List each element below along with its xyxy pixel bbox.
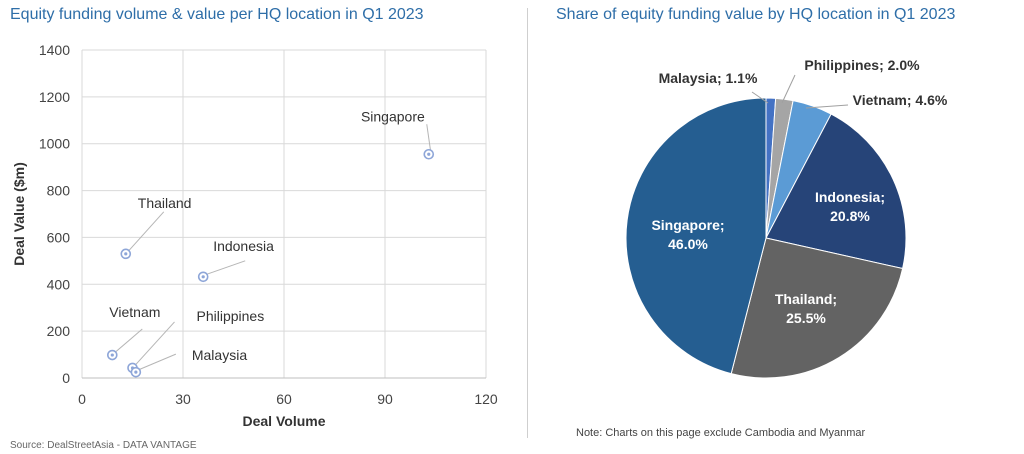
point-label: Thailand [138, 195, 192, 211]
point-leader-line [134, 321, 175, 367]
data-point-center [134, 370, 138, 374]
point-leader-line [127, 211, 165, 253]
y-axis-label: Deal Value ($m) [11, 162, 27, 266]
x-tick-label: 0 [78, 391, 86, 407]
y-tick-label: 200 [47, 323, 71, 339]
scatter-chart-title: Equity funding volume & value per HQ loc… [10, 6, 424, 23]
point-leader-line [113, 328, 143, 354]
source-note: Source: DealStreetAsia - DATA VANTAGE [10, 440, 197, 451]
pie-label: Indonesia; [815, 189, 885, 205]
data-point-center [427, 152, 431, 156]
pie-value-label: 20.8% [830, 208, 870, 224]
pie-slice-singapore [625, 97, 767, 375]
y-tick-label: 1000 [39, 136, 70, 152]
point-label: Indonesia [213, 238, 274, 254]
pie-slice-thailand [730, 237, 904, 379]
pie-leader-line [751, 91, 769, 104]
pie-leader-line [805, 104, 849, 109]
y-tick-label: 800 [47, 183, 71, 199]
y-tick-label: 1200 [39, 89, 70, 105]
pie-label: Vietnam; 4.6% [853, 92, 948, 108]
x-tick-label: 90 [377, 391, 393, 407]
panel-divider [527, 8, 528, 438]
pie-leader-line [781, 74, 796, 104]
y-tick-label: 600 [47, 229, 71, 245]
point-leader-line [137, 353, 177, 371]
point-label: Malaysia [192, 347, 247, 363]
pie-chart-title: Share of equity funding value by HQ loca… [556, 6, 956, 23]
scatter-chart: 0 30 60 90 1200200400600800100012001400Deal … [11, 42, 498, 429]
point-label: Singapore [361, 108, 425, 124]
pie-label: Malaysia; 1.1% [659, 70, 758, 86]
pie-slice-indonesia [765, 113, 907, 270]
pie-value-label: 25.5% [786, 310, 826, 326]
y-tick-label: 0 [62, 370, 70, 386]
y-tick-label: 1400 [39, 42, 70, 58]
exclusion-note: Note: Charts on this page exclude Cambod… [576, 427, 866, 439]
x-axis-label: Deal Volume [243, 413, 326, 429]
data-point-center [124, 252, 128, 256]
pie-label: Singapore; [651, 217, 724, 233]
data-point-center [110, 353, 114, 357]
x-tick-label: 30 [175, 391, 191, 407]
point-label: Vietnam [109, 304, 160, 320]
pie-value-label: 46.0% [668, 236, 708, 252]
x-tick-label: 60 [276, 391, 292, 407]
point-leader-line [205, 260, 246, 276]
y-tick-label: 400 [47, 276, 71, 292]
x-tick-label: 120 [474, 391, 498, 407]
point-label: Philippines [197, 308, 265, 324]
point-leader-line [426, 124, 432, 153]
data-point-center [201, 275, 205, 279]
pie-label: Thailand; [775, 291, 837, 307]
pie-label: Philippines; 2.0% [804, 57, 920, 73]
